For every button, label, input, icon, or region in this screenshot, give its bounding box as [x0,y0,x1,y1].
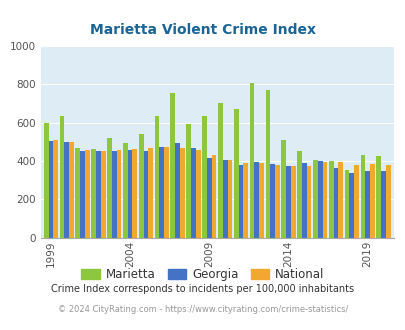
Bar [132,148,137,238]
Bar [170,93,175,238]
Bar [380,171,385,238]
Bar [344,170,349,238]
Legend: Marietta, Georgia, National: Marietta, Georgia, National [77,263,328,286]
Bar [96,150,100,238]
Bar [290,166,295,238]
Bar [186,124,191,238]
Bar [286,166,290,238]
Bar [243,163,247,238]
Bar [143,150,148,238]
Bar [211,155,216,238]
Bar [191,148,195,238]
Bar [369,164,374,238]
Bar [53,140,58,238]
Bar [270,164,274,238]
Bar [238,165,243,238]
Bar [195,149,200,238]
Bar [333,168,337,238]
Bar [349,174,353,238]
Bar [159,147,164,238]
Bar [217,103,222,238]
Bar [281,140,286,238]
Bar [139,134,143,238]
Bar [112,151,116,238]
Bar [154,116,159,238]
Bar [258,163,263,238]
Bar [353,165,358,238]
Bar [49,141,53,238]
Bar [306,166,311,238]
Bar [312,160,317,238]
Bar [202,116,207,238]
Text: Marietta Violent Crime Index: Marietta Violent Crime Index [90,23,315,37]
Bar [301,163,306,238]
Bar [360,155,364,238]
Text: © 2024 CityRating.com - https://www.cityrating.com/crime-statistics/: © 2024 CityRating.com - https://www.city… [58,305,347,314]
Bar [207,158,211,238]
Bar [254,162,258,238]
Bar [164,147,168,238]
Bar [128,149,132,238]
Bar [69,142,74,238]
Bar [80,150,85,238]
Bar [375,156,380,238]
Bar [317,161,322,238]
Bar [91,148,96,238]
Bar [227,160,232,238]
Bar [44,123,49,238]
Bar [364,171,369,238]
Bar [179,148,184,238]
Bar [385,165,390,238]
Bar [328,161,333,238]
Bar [274,165,279,238]
Bar [116,149,121,238]
Bar [296,150,301,238]
Bar [107,138,112,238]
Bar [75,148,80,238]
Bar [222,160,227,238]
Bar [337,162,342,238]
Text: Crime Index corresponds to incidents per 100,000 inhabitants: Crime Index corresponds to incidents per… [51,284,354,294]
Bar [85,149,90,238]
Bar [249,82,254,238]
Bar [64,142,69,238]
Bar [148,148,153,238]
Bar [60,116,64,238]
Bar [265,90,270,238]
Bar [175,143,179,238]
Bar [100,150,105,238]
Bar [123,143,128,238]
Bar [233,109,238,238]
Bar [322,162,326,238]
